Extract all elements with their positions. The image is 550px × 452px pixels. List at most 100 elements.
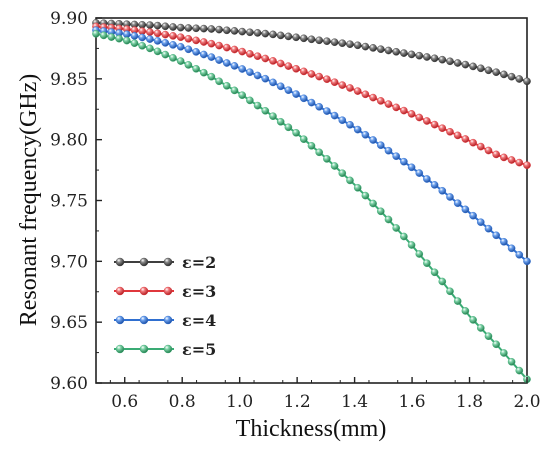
data-point: [469, 211, 477, 220]
data-point: [461, 307, 470, 315]
data-point: [261, 74, 270, 83]
data-point: [438, 124, 447, 132]
data-point: [361, 42, 370, 51]
data-point: [384, 146, 393, 155]
data-point: [469, 138, 477, 147]
data-point: [523, 161, 531, 169]
data-point: [323, 155, 331, 163]
data-point: [192, 48, 200, 56]
data-point: [392, 224, 401, 232]
data-point: [353, 41, 362, 50]
data-point: [461, 135, 470, 143]
data-point: [407, 110, 416, 118]
data-point: [392, 152, 401, 160]
legend-marker: [115, 344, 125, 354]
data-point: [261, 29, 270, 38]
data-point: [230, 86, 239, 95]
x-tick-label: 1.2: [284, 392, 311, 412]
data-point: [430, 181, 439, 189]
x-tick-label: 1.8: [456, 392, 483, 412]
data-point: [338, 39, 347, 48]
data-point: [353, 125, 362, 134]
data-point: [215, 56, 223, 64]
data-point: [238, 47, 246, 56]
x-tick-label: 0.6: [111, 392, 138, 412]
data-point: [384, 100, 393, 108]
legend-marker: [163, 257, 173, 267]
data-point: [346, 121, 354, 129]
data-point: [138, 20, 146, 29]
data-point: [246, 28, 254, 37]
data-point: [107, 33, 116, 41]
data-point: [99, 31, 108, 40]
data-point: [500, 349, 508, 357]
data-point: [338, 169, 347, 177]
legend-item: ε=2: [114, 253, 216, 272]
data-point: [161, 30, 170, 39]
data-point: [476, 324, 485, 332]
data-point: [507, 244, 516, 253]
data-point: [246, 50, 254, 58]
data-point: [446, 127, 454, 136]
data-point: [269, 57, 277, 65]
data-point: [230, 62, 239, 70]
data-point: [222, 59, 231, 67]
data-point: [438, 277, 447, 286]
data-point: [315, 148, 324, 157]
data-point: [323, 107, 331, 115]
data-point: [269, 112, 277, 120]
data-point: [292, 128, 300, 137]
legend-item: ε=5: [114, 340, 216, 359]
data-point: [430, 268, 439, 277]
data-point: [461, 60, 470, 69]
data-point: [400, 49, 408, 57]
legend: ε=2 ε=3 ε=4 ε=5: [114, 253, 216, 359]
data-point: [169, 41, 177, 49]
data-point: [361, 130, 370, 139]
data-point: [269, 78, 277, 87]
data-point: [484, 224, 493, 233]
data-point: [130, 39, 139, 48]
data-point: [461, 205, 470, 214]
data-point: [153, 47, 162, 56]
data-point: [169, 32, 177, 40]
x-tick-label: 1.6: [399, 392, 426, 412]
data-point: [423, 259, 431, 268]
data-point: [369, 136, 377, 144]
data-point: [115, 34, 123, 43]
data-point: [199, 24, 208, 33]
data-point: [469, 62, 477, 71]
data-point: [330, 162, 339, 170]
data-point: [161, 39, 170, 47]
data-point: [284, 32, 293, 41]
data-point: [453, 297, 462, 305]
data-point: [523, 257, 531, 266]
data-point: [330, 38, 339, 47]
data-point: [338, 81, 347, 89]
data-point: [415, 51, 424, 60]
data-point: [438, 186, 447, 195]
data-point: [253, 101, 262, 110]
data-point: [299, 67, 308, 76]
data-point: [430, 120, 439, 129]
data-point: [323, 75, 331, 83]
data-point: [238, 91, 246, 99]
legend-marker: [139, 286, 149, 296]
data-point: [92, 29, 100, 38]
data-point: [415, 169, 424, 177]
data-point: [376, 207, 385, 216]
legend-marker: [163, 315, 173, 325]
data-point: [292, 90, 300, 98]
data-point: [222, 43, 231, 52]
data-point: [169, 23, 177, 31]
data-point: [153, 37, 162, 45]
y-tick-label: 9.70: [50, 252, 88, 272]
data-point: [346, 40, 354, 49]
x-tick-label: 1.0: [226, 392, 253, 412]
data-point: [369, 199, 377, 208]
series-4: [92, 29, 531, 384]
data-point: [207, 53, 216, 61]
series-layer: [92, 19, 531, 384]
data-point: [507, 72, 516, 81]
data-point: [500, 237, 508, 246]
